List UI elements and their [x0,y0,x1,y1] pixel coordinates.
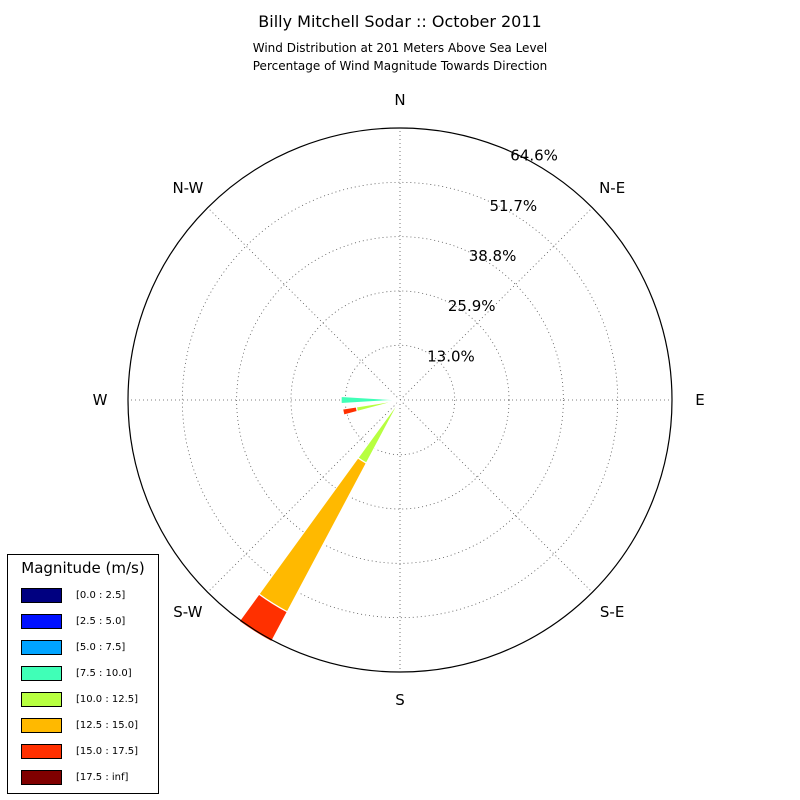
direction-label: E [695,391,704,409]
grid-spoke [207,207,401,401]
chart-title: Billy Mitchell Sodar :: October 2011 [258,12,542,31]
chart-subtitle-line2: Percentage of Wind Magnitude Towards Dir… [252,59,548,73]
legend-label: [10.0 : 12.5] [76,694,139,705]
legend-label: [7.5 : 10.0] [76,668,132,679]
legend-swatch [21,692,62,707]
radial-tick-label: 51.7% [489,197,537,215]
grid-circle [181,181,619,619]
radial-tick-label: 13.0% [427,347,475,365]
chart-subtitle-line1: Wind Distribution at 201 Meters Above Se… [252,41,548,55]
grid-spoke [399,399,593,593]
wind-bar [238,593,289,643]
direction-label: S-W [173,603,202,621]
legend-label: [2.5 : 5.0] [76,616,126,627]
direction-label: S-E [600,603,624,621]
legend-swatch [21,770,62,785]
legend: Magnitude (m/s) [0.0 : 2.5] [2.5 : 5.0] … [7,554,159,794]
legend-label: [17.5 : inf] [76,772,129,783]
legend-title: Magnitude (m/s) [21,559,145,577]
grid-circle [290,290,510,510]
radial-tick-label: 25.9% [448,297,496,315]
grid-spoke [399,207,593,401]
outer-circle [127,127,673,673]
grid-circle [236,236,564,564]
legend-swatch [21,614,62,629]
legend-swatch [21,640,62,655]
legend-label: [15.0 : 17.5] [76,746,139,757]
direction-label: N-E [599,179,625,197]
radial-tick-label: 64.6% [510,147,558,165]
radial-tick-label: 38.8% [469,247,517,265]
legend-swatch [21,588,62,603]
wind-rose-bars [238,395,401,643]
legend-label: [12.5 : 15.0] [76,720,139,731]
polar-grid [128,128,672,672]
wind-bar [395,399,401,409]
direction-label: S [395,691,405,709]
wind-bar [258,457,368,613]
direction-label: W [93,391,108,409]
grid-spoke [207,399,401,593]
direction-label: N [394,91,405,109]
grid-circle [344,344,456,456]
legend-swatch [21,744,62,759]
legend-swatch [21,718,62,733]
legend-label: [0.0 : 2.5] [76,590,126,601]
wind-bar [341,406,359,416]
polar-labels: N N-E E S-E S S-W W N-W 13.0% 25.9% 38.8% 51.7% 64.6… [93,91,705,709]
direction-label: N-W [172,179,203,197]
legend-swatch [21,666,62,681]
legend-label: [5.0 : 7.5] [76,642,126,653]
